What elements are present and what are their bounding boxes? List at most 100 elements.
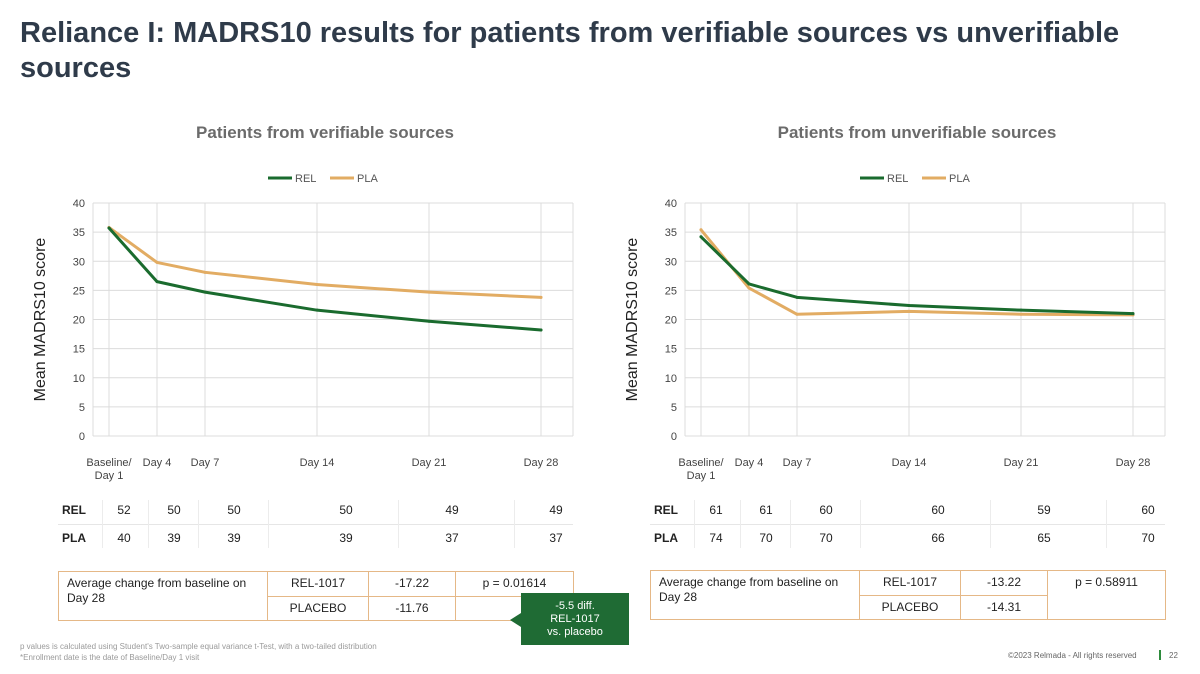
- n-row-label: PLA: [62, 531, 86, 545]
- x-tick-label: Day 28: [1116, 457, 1151, 469]
- n-cell: 49: [445, 503, 459, 517]
- y-tick-label: 5: [79, 402, 85, 414]
- series-line-pla: [699, 228, 1135, 317]
- n-cell: 74: [709, 531, 723, 545]
- data-point-pla: [907, 309, 911, 313]
- n-table-separator: [1106, 500, 1107, 548]
- x-tick-label: Day 28: [524, 457, 559, 469]
- y-tick-label: 35: [73, 227, 85, 239]
- summary-p-value: p = 0.58911: [1047, 571, 1165, 619]
- n-cell: 39: [227, 531, 241, 545]
- x-tick-label: Day 4: [143, 457, 172, 469]
- n-cell: 50: [339, 503, 353, 517]
- data-point-rel: [1019, 308, 1023, 312]
- n-table-separator: [148, 500, 149, 548]
- x-tick-label: Baseline/Day 1: [86, 457, 132, 482]
- x-tick-label: Day 7: [191, 457, 220, 469]
- data-point-rel: [315, 308, 319, 312]
- n-cell: 50: [227, 503, 241, 517]
- n-cell: 60: [931, 503, 945, 517]
- callout-line-1: -5.5 diff.: [555, 600, 595, 612]
- data-point-pla: [1019, 312, 1023, 316]
- summary-pla-name: PLACEBO: [267, 596, 368, 620]
- legend-item-pla: PLA: [922, 173, 970, 185]
- footnote-line-1: p values is calculated using Student's T…: [20, 642, 377, 651]
- x-tick-label: Day 7: [783, 457, 812, 469]
- page-title: Reliance I: MADRS10 results for patients…: [20, 17, 1120, 84]
- summary-rel-value: -17.22: [368, 572, 455, 596]
- n-table-separator: [694, 500, 695, 548]
- footnotes: p values is calculated using Student's T…: [20, 641, 377, 663]
- n-cell: 65: [1037, 531, 1051, 545]
- copyright: ©2023 Relmada - All rights reserved: [1008, 651, 1137, 660]
- n-table-separator: [990, 500, 991, 548]
- page-number-divider: [1159, 650, 1161, 660]
- x-tick-label: Day 14: [892, 457, 927, 469]
- data-point-pla: [795, 312, 799, 316]
- data-point-rel: [699, 235, 703, 239]
- n-cell: 60: [819, 503, 833, 517]
- data-point-pla: [539, 295, 543, 299]
- data-point-rel: [907, 304, 911, 308]
- legend-item-rel: REL: [268, 173, 316, 185]
- chart-title: Patients from verifiable sources: [196, 123, 454, 142]
- series-line-rel: [107, 226, 543, 332]
- n-cell: 39: [167, 531, 181, 545]
- y-tick-label: 10: [73, 373, 85, 385]
- n-cell: 40: [117, 531, 131, 545]
- n-table-separator: [740, 500, 741, 548]
- n-cell: 66: [931, 531, 945, 545]
- y-tick-label: 30: [73, 256, 85, 268]
- n-table-separator: [268, 500, 269, 548]
- n-cell: 70: [819, 531, 833, 545]
- data-point-rel: [107, 226, 111, 230]
- data-point-pla: [427, 290, 431, 294]
- y-tick-label: 10: [665, 373, 677, 385]
- chart-unverifiable: Patients from unverifiable sources REL PLA…: [624, 123, 1166, 482]
- y-axis-label: Mean MADRS10 score: [32, 238, 49, 402]
- y-tick-label: 40: [73, 198, 85, 210]
- data-point-pla: [747, 286, 751, 290]
- summary-rel-name: REL-1017: [267, 572, 368, 596]
- n-row-label: REL: [62, 503, 86, 517]
- callout-line-3: vs. placebo: [547, 626, 603, 638]
- x-tick-label: Day 21: [1004, 457, 1039, 469]
- summary-box-unverifiable: Average change from baseline on Day 28 R…: [650, 570, 1166, 620]
- data-point-pla: [315, 283, 319, 287]
- summary-pla-value: -14.31: [960, 595, 1047, 619]
- legend-label: PLA: [357, 173, 378, 185]
- y-tick-label: 0: [671, 431, 677, 443]
- legend-label: REL: [887, 173, 908, 185]
- y-tick-label: 15: [73, 344, 85, 356]
- n-cell: 50: [167, 503, 181, 517]
- data-point-pla: [699, 228, 703, 232]
- summary-rel-value: -13.22: [960, 571, 1047, 595]
- legend-item-rel: REL: [860, 173, 908, 185]
- summary-pla-name: PLACEBO: [859, 595, 960, 619]
- data-point-rel: [155, 280, 159, 284]
- legend-item-pla: PLA: [330, 173, 378, 185]
- n-row-pla: PLA 74 70 70 66 65 70: [650, 524, 1165, 552]
- y-axis-label: Mean MADRS10 score: [624, 238, 641, 402]
- y-tick-label: 15: [665, 344, 677, 356]
- n-table-separator: [790, 500, 791, 548]
- y-tick-label: 0: [79, 431, 85, 443]
- summary-empty-cell: [455, 596, 573, 620]
- y-tick-label: 35: [665, 227, 677, 239]
- n-cell: 52: [117, 503, 131, 517]
- n-cell: 70: [1141, 531, 1155, 545]
- callout-line-2: REL-1017: [550, 613, 600, 625]
- legend-label: PLA: [949, 173, 970, 185]
- data-point-rel: [1131, 312, 1135, 316]
- n-row-rel: REL 52 50 50 50 49 49: [58, 496, 573, 525]
- data-point-pla: [203, 270, 207, 274]
- x-tick-label: Day 21: [412, 457, 447, 469]
- chart-title: Patients from unverifiable sources: [778, 123, 1057, 142]
- chart-verifiable: Patients from verifiable sources REL PLA 0 5…: [32, 123, 574, 482]
- summary-pla-value: -11.76: [368, 596, 455, 620]
- n-table-separator: [102, 500, 103, 548]
- summary-rel-name: REL-1017: [859, 571, 960, 595]
- n-table-unverifiable: REL 61 61 60 60 59 60 PLA 74 70 70 66 65 70: [650, 496, 1165, 552]
- n-row-pla: PLA 40 39 39 39 37 37: [58, 524, 573, 552]
- summary-label: Average change from baseline on Day 28: [67, 576, 247, 605]
